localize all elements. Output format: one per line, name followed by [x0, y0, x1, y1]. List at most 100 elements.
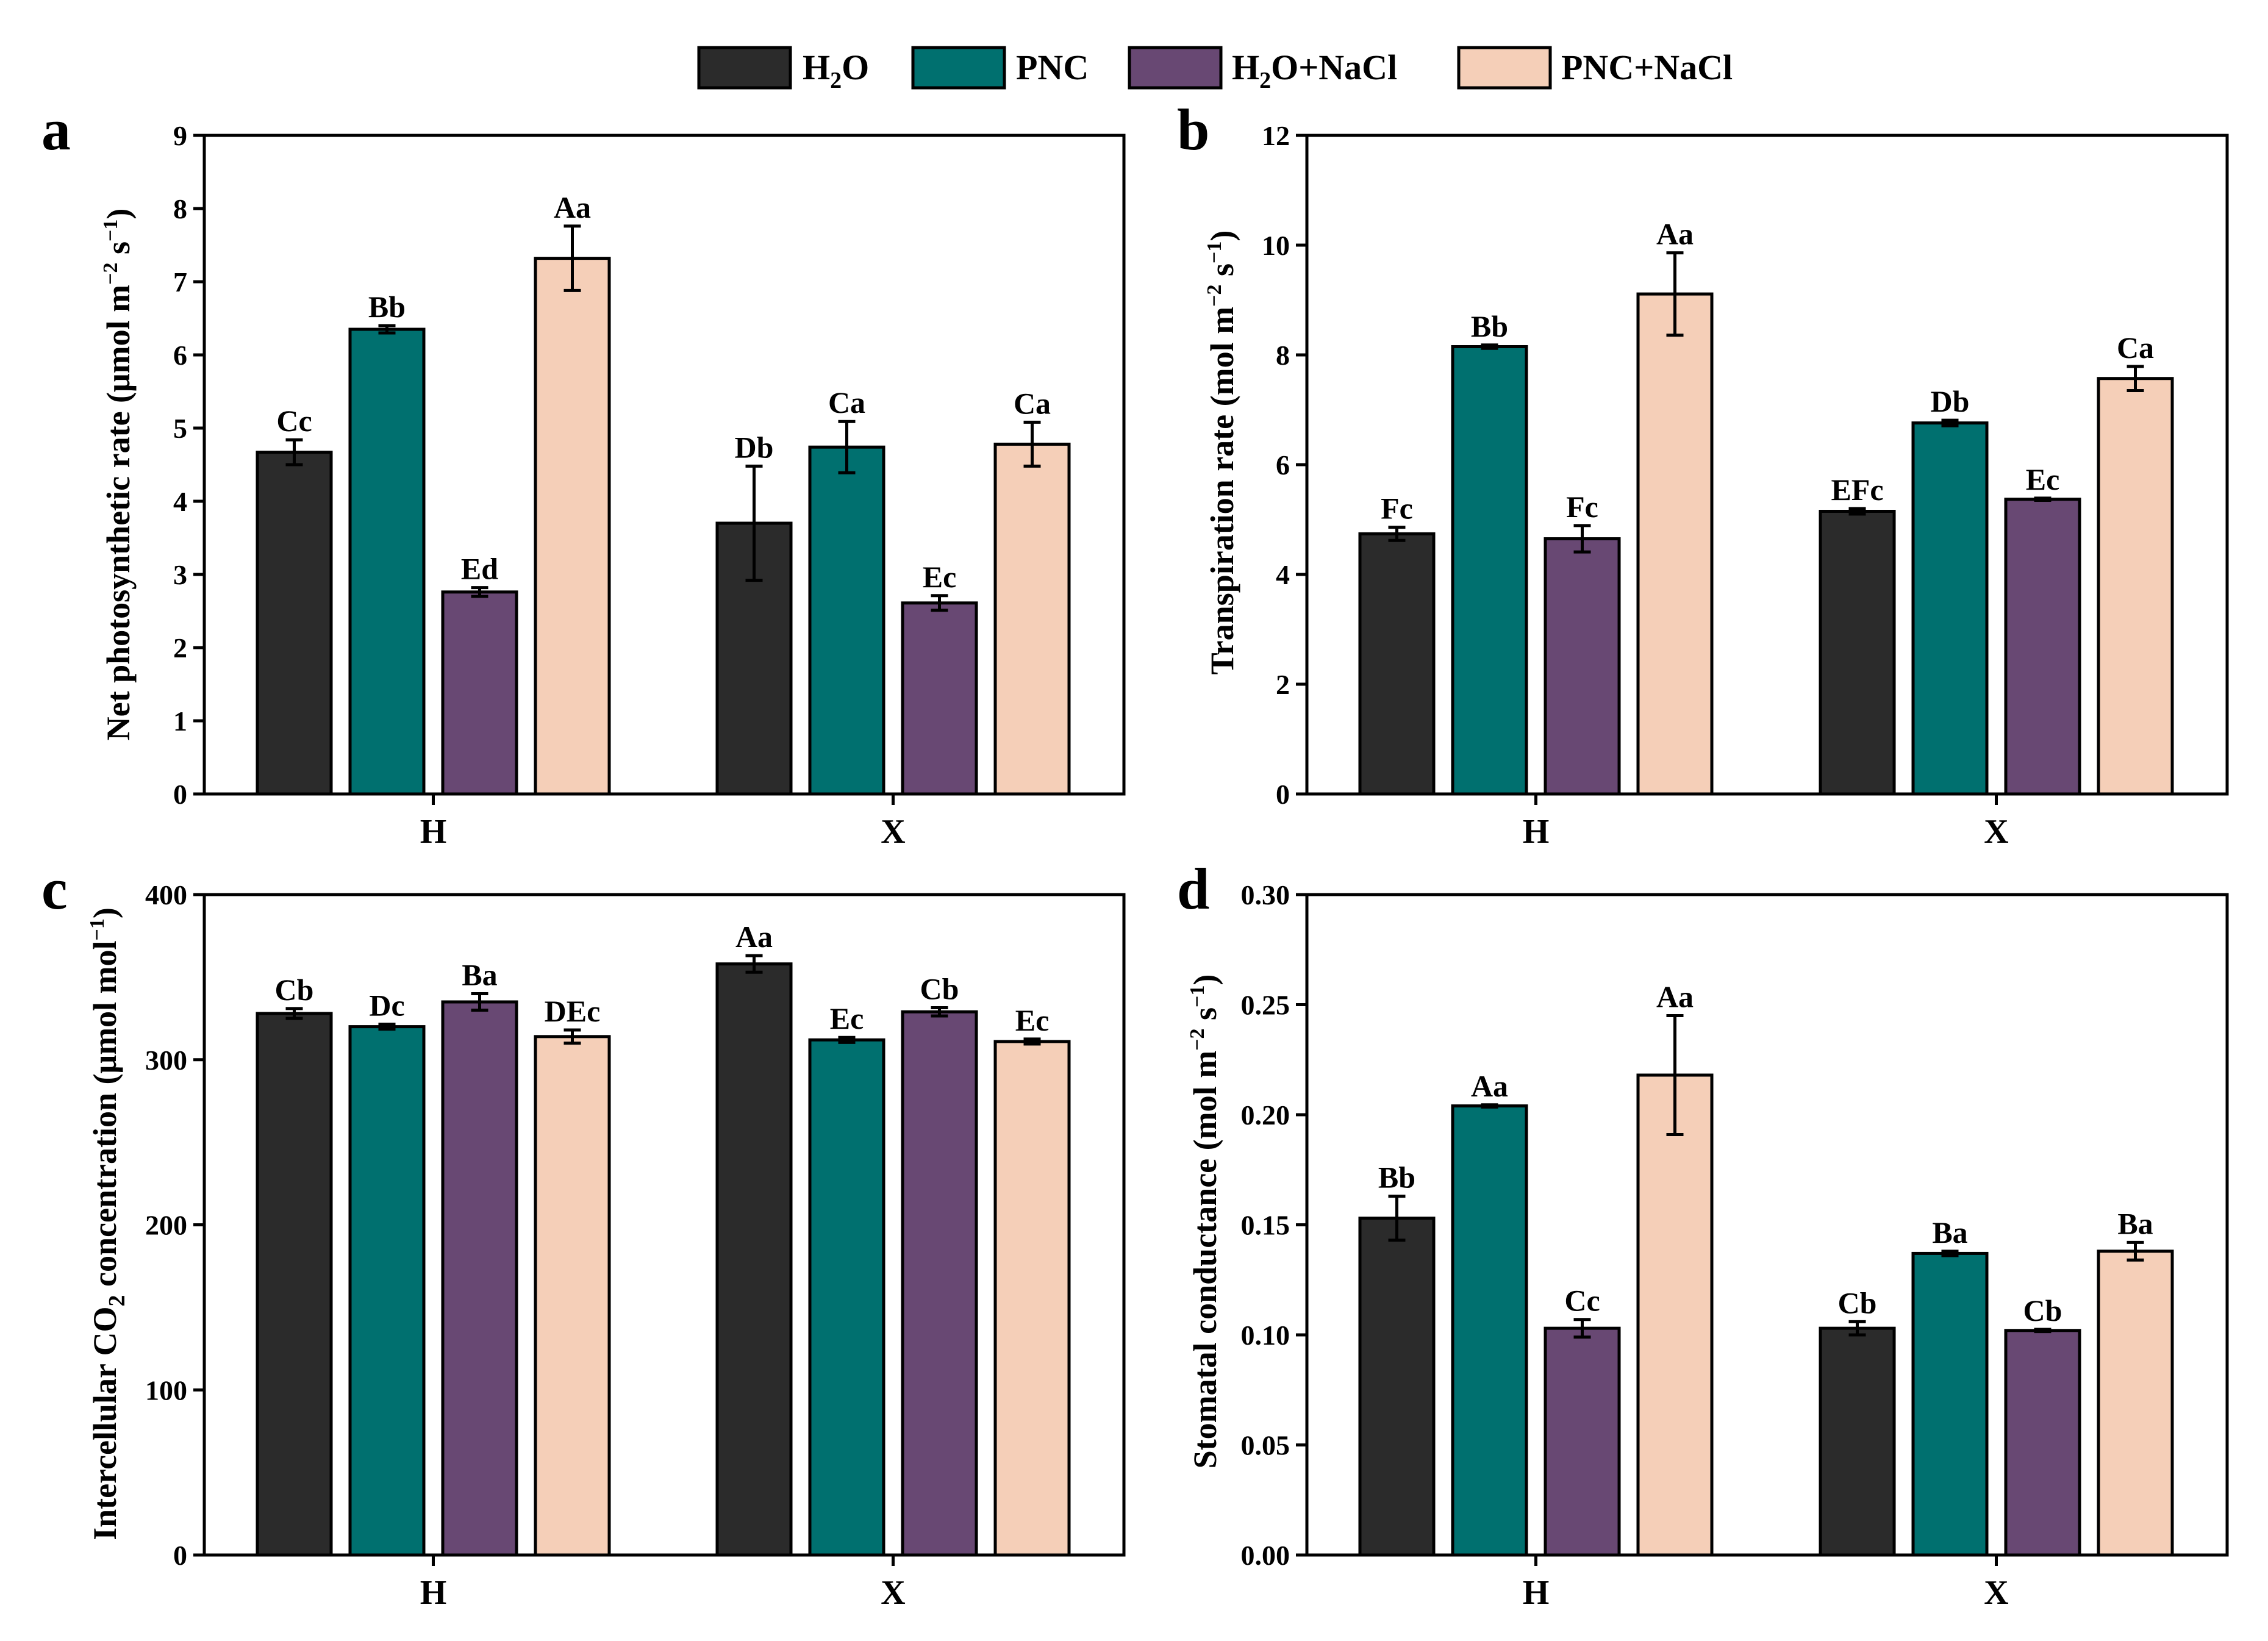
plot-frame-a	[202, 134, 1126, 796]
legend-swatch-pnc	[911, 46, 1006, 90]
bar-a-h-pnc-nacl	[534, 257, 611, 796]
bar-b-x-pnc-nacl	[2097, 377, 2174, 796]
error-bar-a-h-h2o	[285, 438, 303, 467]
data-label-a-h-h2o-nacl: Ed	[461, 552, 498, 586]
error-bar-b-h-pnc	[1481, 343, 1498, 350]
bar-b-h-pnc-nacl	[1636, 292, 1714, 796]
error-bar-a-x-pnc	[838, 420, 856, 474]
data-label-c-h-pnc: Dc	[369, 989, 404, 1023]
y-tick-label-a: 8	[173, 193, 187, 224]
panel-letter-d: d	[1177, 856, 1209, 921]
bar-c-h-h2o-nacl	[441, 1000, 518, 1557]
error-bar-b-h-pnc-nacl	[1666, 251, 1684, 337]
data-label-b-x-pnc: Db	[1931, 384, 1970, 418]
error-bar-b-h-h2o	[1388, 526, 1406, 542]
legend-swatch-h2o-nacl	[1128, 46, 1223, 90]
data-label-c-x-pnc-nacl: Ec	[1015, 1003, 1050, 1037]
data-label-c-h-pnc-nacl: DEc	[545, 994, 601, 1028]
y-tick-label-b: 4	[1276, 559, 1290, 590]
y-tick-label-d: 0.00	[1241, 1540, 1290, 1571]
y-tick-label-d: 0.05	[1241, 1430, 1290, 1461]
y-tick-label-b: 12	[1262, 120, 1290, 151]
panel-a: a Net photosynthetic rate (μmol m−2 s−1)…	[41, 97, 1126, 851]
legend-swatch-pnc-nacl	[1457, 46, 1552, 90]
data-label-d-h-pnc: Aa	[1471, 1069, 1508, 1103]
bar-c-h-h2o	[256, 1012, 333, 1557]
bar-b-h-h2o-nacl	[1544, 537, 1621, 796]
data-label-c-h-h2o-nacl: Ba	[462, 957, 497, 992]
error-bar-b-x-h2o	[1848, 507, 1866, 516]
data-label-b-x-h2o: EFc	[1831, 473, 1883, 507]
error-bar-a-h-h2o-nacl	[471, 586, 488, 598]
bar-c-x-h2o	[715, 962, 793, 1557]
error-bar-c-x-pnc	[838, 1035, 856, 1044]
bar-c-x-pnc	[808, 1038, 885, 1557]
bar-d-h-pnc	[1451, 1104, 1528, 1557]
bar-c-x-h2o-nacl	[901, 1010, 978, 1557]
legend-label-h2o: H2O	[803, 48, 869, 93]
bar-a-x-pnc-nacl	[993, 442, 1071, 796]
y-tick-label-d: 0.25	[1241, 990, 1290, 1021]
error-bar-d-h-pnc-nacl	[1666, 1014, 1684, 1136]
error-bar-d-x-pnc-nacl	[2127, 1240, 2144, 1262]
y-tick-label-c: 400	[145, 879, 187, 910]
bar-a-x-pnc	[808, 445, 885, 796]
bar-a-h-h2o-nacl	[441, 590, 518, 796]
error-bar-c-h-h2o	[285, 1007, 303, 1020]
y-tick-label-a: 9	[173, 120, 187, 151]
error-bar-d-x-h2o-nacl	[2034, 1328, 2052, 1334]
legend-swatch-h2o	[697, 46, 792, 90]
error-bar-a-x-h2o-nacl	[931, 594, 948, 612]
error-bar-a-h-pnc-nacl	[563, 224, 581, 292]
y-tick-label-b: 8	[1276, 340, 1290, 371]
data-label-b-x-pnc-nacl: Ca	[2117, 331, 2154, 365]
data-label-a-x-h2o: Db	[735, 430, 774, 464]
panel-a-y-axis-title: Net photosynthetic rate (μmol m−2 s−1)	[99, 209, 137, 741]
error-bar-c-h-h2o-nacl	[471, 992, 488, 1012]
y-tick-label-d: 0.30	[1241, 879, 1290, 910]
bar-c-h-pnc	[348, 1025, 426, 1557]
y-tick-label-d: 0.10	[1241, 1320, 1290, 1351]
bar-d-x-pnc-nacl	[2097, 1250, 2174, 1557]
error-bar-a-h-pnc	[378, 324, 396, 335]
data-label-b-h-h2o-nacl: Fc	[1566, 490, 1598, 524]
data-label-b-x-h2o-nacl: Ec	[2026, 462, 2060, 496]
panel-c: c Intercellular CO2 concentration (μmol …	[41, 856, 1126, 1612]
data-label-a-h-pnc-nacl: Aa	[554, 190, 591, 224]
y-tick-label-a: 6	[173, 340, 187, 371]
y-tick-label-a: 5	[173, 413, 187, 444]
legend-label-pnc: PNC	[1016, 48, 1089, 87]
data-label-a-x-pnc-nacl: Ca	[1014, 386, 1051, 420]
error-bar-c-h-pnc	[378, 1023, 396, 1031]
bar-d-h-h2o	[1358, 1217, 1436, 1557]
data-label-d-x-pnc-nacl: Ba	[2117, 1206, 2153, 1240]
x-tick-label-d-x: X	[1984, 1574, 2008, 1612]
legend-item-pnc: PNC	[911, 46, 1089, 90]
error-bar-b-h-h2o-nacl	[1573, 524, 1591, 554]
y-tick-label-c: 300	[145, 1045, 187, 1076]
plot-frame-c	[202, 893, 1126, 1557]
panel-b-y-axis-title: Transpiration rate (mol m−2 s−1)	[1203, 231, 1240, 675]
x-tick-label-a-x: X	[881, 813, 905, 851]
plot-frame-b	[1305, 134, 2229, 796]
error-bar-c-x-h2o	[745, 954, 763, 974]
bar-d-x-h2o	[1819, 1326, 1896, 1557]
bar-c-h-pnc-nacl	[534, 1035, 611, 1557]
x-tick-label-a-h: H	[420, 813, 447, 851]
error-bar-d-x-h2o	[1848, 1320, 1866, 1337]
y-tick-label-a: 0	[173, 779, 187, 810]
legend: H2O PNC H2O+NaCl PNC+NaCl	[697, 46, 1733, 93]
panel-letter-b: b	[1177, 97, 1209, 162]
data-label-a-x-pnc: Ca	[828, 385, 865, 420]
data-label-b-h-pnc-nacl: Aa	[1656, 217, 1694, 251]
data-label-a-x-h2o-nacl: Ec	[923, 560, 957, 594]
x-tick-label-c-x: X	[881, 1574, 905, 1612]
bar-b-h-pnc	[1451, 345, 1528, 796]
y-tick-label-a: 1	[173, 706, 187, 737]
panel-d-y-axis-title: Stomatal conductance (mol m−2 s−1)	[1186, 974, 1223, 1469]
panel-b: b Transpiration rate (mol m−2 s−1) Fc EFc…	[1177, 97, 2229, 851]
data-label-d-h-h2o-nacl: Cc	[1564, 1284, 1600, 1318]
data-label-b-h-h2o: Fc	[1381, 492, 1413, 526]
error-bar-b-x-h2o-nacl	[2034, 496, 2052, 502]
error-bar-b-x-pnc	[1941, 418, 1959, 427]
